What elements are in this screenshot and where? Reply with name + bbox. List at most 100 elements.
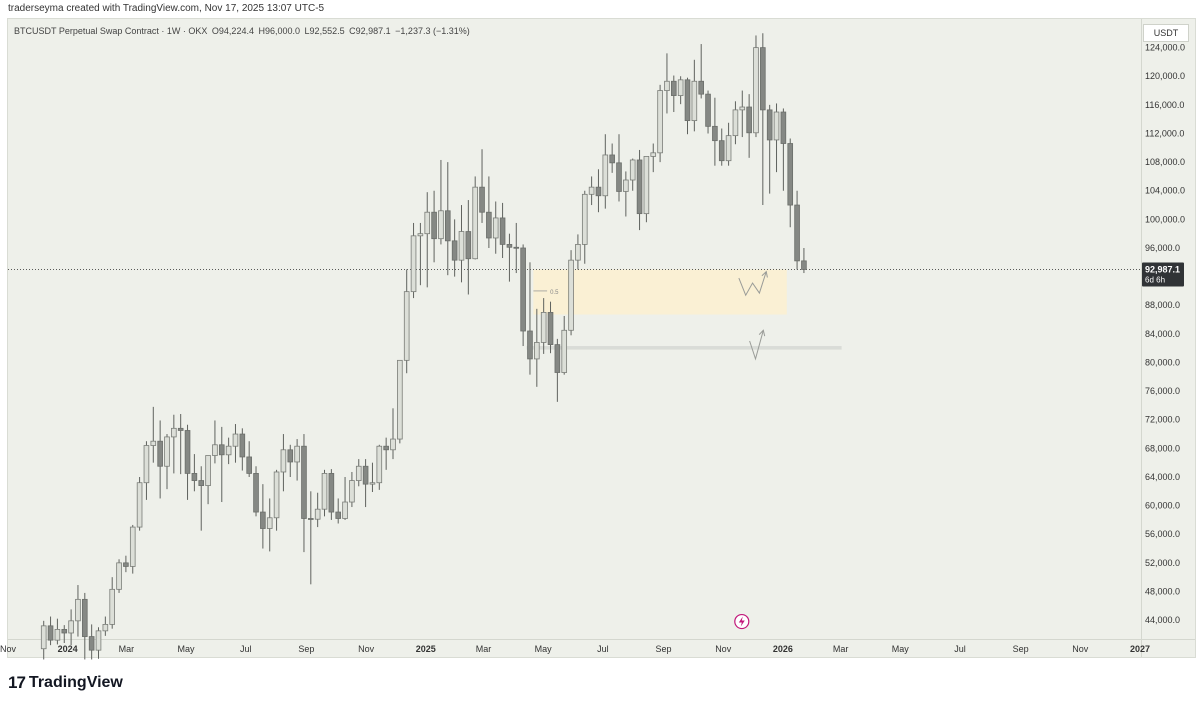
candle-body bbox=[595, 186, 602, 197]
chart-pane[interactable]: BTCUSDT Perpetual Swap Contract · 1W · O… bbox=[7, 18, 1196, 658]
y-tick-label: 80,000.0 bbox=[1145, 357, 1180, 367]
candle-body bbox=[698, 80, 704, 95]
projection-arrow-level-head bbox=[758, 329, 766, 337]
candle-body bbox=[177, 427, 184, 431]
projection-arrow-zone-head bbox=[761, 270, 768, 278]
ohlc-low: L92,552.5 bbox=[304, 26, 345, 36]
candle-body bbox=[424, 211, 431, 235]
y-tick-label: 120,000.0 bbox=[1145, 71, 1185, 81]
tradingview-logo[interactable]: 17 TradingView bbox=[8, 673, 123, 693]
y-tick-label: 64,000.0 bbox=[1145, 472, 1180, 482]
candle-body bbox=[691, 80, 698, 122]
candle-body bbox=[444, 210, 451, 242]
x-tick-label: 2027 bbox=[1130, 644, 1150, 654]
candle-body bbox=[534, 342, 540, 360]
candle-body bbox=[129, 526, 136, 567]
candle-body bbox=[82, 598, 88, 637]
candle-body bbox=[75, 598, 81, 622]
candle-body bbox=[47, 625, 54, 641]
candle-body bbox=[499, 217, 506, 245]
candle-body bbox=[116, 562, 122, 590]
candle-body bbox=[438, 210, 444, 240]
symbol-title[interactable]: BTCUSDT Perpetual Swap Contract · 1W · O… bbox=[14, 26, 208, 36]
candle-body bbox=[616, 162, 622, 192]
current-price-value: 92,987.1 bbox=[1145, 265, 1180, 275]
y-tick-label: 44,000.0 bbox=[1145, 615, 1180, 625]
candle-body bbox=[506, 244, 513, 248]
y-tick-label: 108,000.0 bbox=[1145, 157, 1185, 167]
y-tick-label: 68,000.0 bbox=[1145, 443, 1180, 453]
candle-body bbox=[349, 480, 355, 503]
projection-arrow-zone bbox=[738, 271, 767, 297]
x-tick-label: Nov bbox=[358, 644, 375, 654]
y-tick-label: 84,000.0 bbox=[1145, 329, 1180, 339]
x-tick-label: Mar bbox=[476, 644, 492, 654]
candle-body bbox=[136, 482, 143, 528]
candle-body bbox=[198, 480, 205, 486]
y-tick-label: 76,000.0 bbox=[1145, 386, 1180, 396]
candle-body bbox=[492, 217, 499, 239]
candle-body bbox=[609, 154, 615, 164]
candle-body bbox=[486, 211, 492, 239]
candle-body bbox=[335, 511, 342, 519]
candle-body bbox=[397, 359, 403, 440]
candle-body bbox=[273, 471, 280, 519]
candle-body bbox=[650, 152, 657, 157]
candle-body bbox=[383, 445, 389, 451]
candle-body bbox=[246, 456, 252, 474]
tradingview-logo-icon: 17 bbox=[8, 673, 26, 692]
candle-body bbox=[753, 47, 759, 134]
ohlc-close: C92,987.1 bbox=[349, 26, 391, 36]
candle-body bbox=[280, 449, 287, 473]
candle-body bbox=[568, 259, 574, 331]
candle-body bbox=[362, 465, 369, 485]
candle-body bbox=[390, 438, 396, 451]
candle-body bbox=[109, 588, 115, 625]
candle-body bbox=[739, 106, 746, 111]
candle-body bbox=[54, 629, 61, 641]
candle-body bbox=[623, 179, 629, 192]
candle-body bbox=[143, 445, 150, 484]
y-tick-label: 60,000.0 bbox=[1145, 501, 1180, 511]
candle-body bbox=[171, 427, 177, 438]
candle-body bbox=[157, 440, 163, 467]
candle-body bbox=[636, 159, 643, 215]
candle-body bbox=[417, 233, 424, 237]
candle-body bbox=[465, 231, 472, 260]
x-tick-label: May bbox=[892, 644, 910, 654]
y-tick-label: 56,000.0 bbox=[1145, 529, 1180, 539]
candle-body bbox=[588, 186, 595, 195]
candle-body bbox=[561, 329, 568, 373]
candle-body bbox=[410, 235, 417, 293]
candle-body bbox=[684, 79, 691, 122]
currency-selector[interactable]: USDT bbox=[1143, 24, 1189, 42]
y-tick-label: 72,000.0 bbox=[1145, 415, 1180, 425]
candle-body bbox=[760, 47, 766, 111]
candle-body bbox=[718, 140, 725, 162]
ohlc-open: O94,224.4 bbox=[211, 26, 254, 36]
candle-body bbox=[732, 109, 739, 137]
candle-body bbox=[61, 629, 68, 634]
support-level-band bbox=[526, 346, 842, 350]
candle-body bbox=[773, 111, 780, 141]
x-tick-label: Mar bbox=[833, 644, 849, 654]
candle-body bbox=[677, 79, 684, 96]
candle-body bbox=[68, 620, 74, 634]
candle-body bbox=[657, 90, 663, 154]
candle-body bbox=[629, 159, 636, 181]
candle-body bbox=[260, 511, 266, 529]
candle-body bbox=[287, 449, 294, 463]
candle-body bbox=[554, 344, 561, 373]
candle-body bbox=[218, 444, 225, 456]
x-tick-label: May bbox=[535, 644, 553, 654]
candle-body bbox=[369, 482, 376, 485]
symbol-legend: BTCUSDT Perpetual Swap Contract · 1W · O… bbox=[14, 26, 472, 36]
time-axis-divider bbox=[8, 639, 1195, 640]
candle-body bbox=[451, 240, 458, 261]
candle-body bbox=[787, 143, 794, 206]
current-price-tag bbox=[1142, 262, 1184, 287]
candle-body bbox=[266, 517, 273, 529]
candle-body bbox=[239, 433, 246, 458]
candle-body bbox=[40, 625, 47, 650]
